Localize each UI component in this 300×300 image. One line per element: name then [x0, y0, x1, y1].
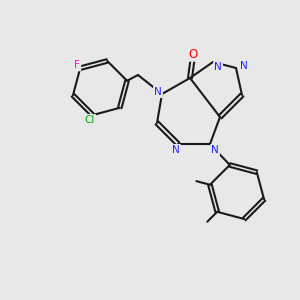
Text: F: F: [74, 60, 80, 70]
Text: O: O: [188, 47, 198, 61]
Text: Cl: Cl: [85, 115, 95, 125]
Text: N: N: [154, 87, 162, 97]
Text: N: N: [172, 145, 180, 155]
Text: N: N: [240, 61, 248, 71]
Text: N: N: [211, 145, 219, 155]
Text: N: N: [214, 62, 222, 72]
